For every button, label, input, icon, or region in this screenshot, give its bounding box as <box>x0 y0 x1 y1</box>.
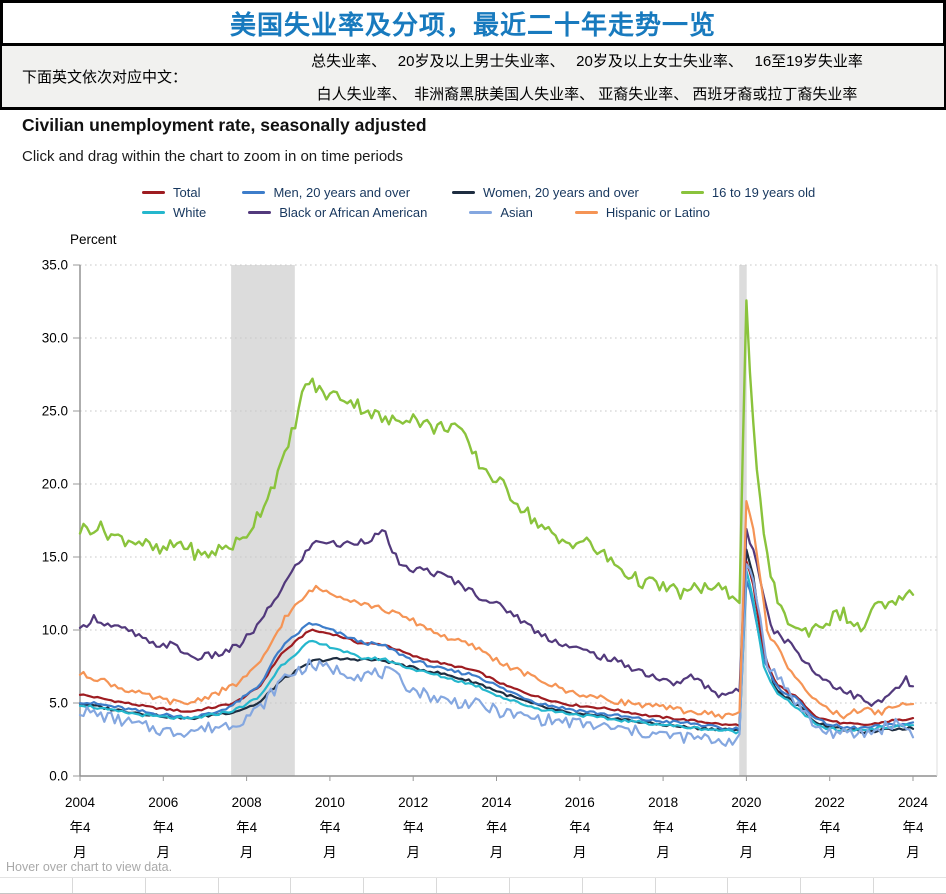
legend-label: Women, 20 years and over <box>483 185 639 200</box>
footer-table-cell <box>219 878 292 893</box>
legend-label: Men, 20 years and over <box>273 185 411 200</box>
legend-label: Black or African American <box>279 205 428 220</box>
footer-data-table <box>0 877 946 894</box>
x-axis-label-2012: 2012 年4 月 <box>398 795 428 860</box>
x-axis-label-2010: 2010 年4 月 <box>315 795 345 860</box>
legend-label: Asian <box>500 205 533 220</box>
footer-table-cell <box>291 878 365 893</box>
y-axis-label: 5.0 <box>49 696 68 711</box>
x-axis-label-2004: 2004 年4 月 <box>65 795 96 860</box>
y-axis-label: 25.0 <box>42 404 68 419</box>
chart-legend: Total Men, 20 years and over Women, 20 yea… <box>142 185 815 220</box>
footer-table-cell <box>801 878 875 893</box>
footer-table-cell <box>728 878 802 893</box>
x-axis-label-2006: 2006 年4 月 <box>148 795 178 860</box>
x-axis-label-2008: 2008 年4 月 <box>232 795 262 860</box>
y-axis-label: 10.0 <box>42 623 68 638</box>
y-axis-label: 30.0 <box>42 331 68 346</box>
y-axis-label: 15.0 <box>42 550 68 565</box>
x-axis-label-2024: 2024 年4 月 <box>898 795 929 860</box>
legend-item-women-20-years-and-over[interactable]: Women, 20 years and over <box>452 185 639 200</box>
chart-instruction: Click and drag within the chart to zoom … <box>22 148 404 165</box>
footer-table-cell <box>146 878 219 893</box>
x-axis-label-2022: 2022 年4 月 <box>815 795 845 860</box>
legend-row-2: White Black or African American Asian Hispa… <box>142 205 815 220</box>
page-title-bar: 美国失业率及分项，最近二十年走势一览 <box>0 0 946 46</box>
status-bar-text: Hover over chart to view data. <box>6 860 173 874</box>
legend-swatch-total <box>142 190 165 195</box>
legend-item-total[interactable]: Total <box>142 185 200 200</box>
legend-item-black-or-african-american[interactable]: Black or African American <box>248 205 427 220</box>
legend-label: White <box>173 205 207 220</box>
translation-line-2: 白人失业率、 非洲裔黑肤美国人失业率、 亚裔失业率、 西班牙裔或拉丁裔失业率 <box>316 85 858 103</box>
footer-table-cell <box>874 878 946 893</box>
legend-swatch-16-to-19-years-old <box>680 190 704 195</box>
footer-table-cell <box>656 878 729 893</box>
legend-swatch-women-20-years-and-over <box>452 190 476 195</box>
y-axis-label: 0.0 <box>49 769 68 784</box>
legend-swatch-asian <box>469 210 493 215</box>
y-axis-unit-label: Percent <box>70 232 117 247</box>
x-axis-label-2018: 2018 年4 月 <box>648 795 678 860</box>
legend-label: Total <box>173 185 201 200</box>
legend-row-1: Total Men, 20 years and over Women, 20 yea… <box>142 185 815 200</box>
footer-table-cell <box>437 878 510 893</box>
legend-item-white[interactable]: White <box>142 205 206 220</box>
chart-plot-area[interactable] <box>80 265 937 776</box>
legend-item-hispanic-or-latino[interactable]: Hispanic or Latino <box>574 205 710 220</box>
footer-table-cell <box>0 878 73 893</box>
page-title: 美国失业率及分项，最近二十年走势一览 <box>229 10 716 41</box>
footer-table-cell <box>364 878 438 893</box>
x-axis-label-2016: 2016 年4 月 <box>565 795 595 860</box>
translation-line-1: 总失业率、 20岁及以上男士失业率、 20岁及以上女士失业率、 16至19岁失业… <box>311 52 863 70</box>
legend-swatch-black-or-african-american <box>248 210 272 215</box>
y-axis-label: 35.0 <box>42 258 68 273</box>
translation-note-label: 下面英文依次对应中文： <box>22 69 188 86</box>
legend-label: Hispanic or Latino <box>605 205 710 220</box>
legend-item-16-to-19-years-old[interactable]: 16 to 19 years old <box>680 185 816 200</box>
footer-table-cell <box>73 878 146 893</box>
translation-note-lines: 总失业率、 20岁及以上男士失业率、 20岁及以上女士失业率、 16至19岁失业… <box>244 46 944 107</box>
x-axis-label-2014: 2014 年4 月 <box>481 795 512 860</box>
footer-table-cell <box>510 878 583 893</box>
y-axis-label: 20.0 <box>42 477 68 492</box>
legend-item-asian[interactable]: Asian <box>469 205 533 220</box>
translation-note-bar: 下面英文依次对应中文： 总失业率、 20岁及以上男士失业率、 20岁及以上女士失… <box>0 46 946 110</box>
chart-title: Civilian unemployment rate, seasonally a… <box>22 115 427 135</box>
legend-swatch-men-20-years-and-over <box>242 190 266 195</box>
legend-label: 16 to 19 years old <box>711 185 816 200</box>
footer-table-cell <box>583 878 656 893</box>
legend-item-men-20-years-and-over[interactable]: Men, 20 years and over <box>242 185 410 200</box>
legend-swatch-hispanic-or-latino <box>574 210 598 215</box>
legend-swatch-white <box>142 210 165 215</box>
x-axis-label-2020: 2020 年4 月 <box>731 795 761 860</box>
